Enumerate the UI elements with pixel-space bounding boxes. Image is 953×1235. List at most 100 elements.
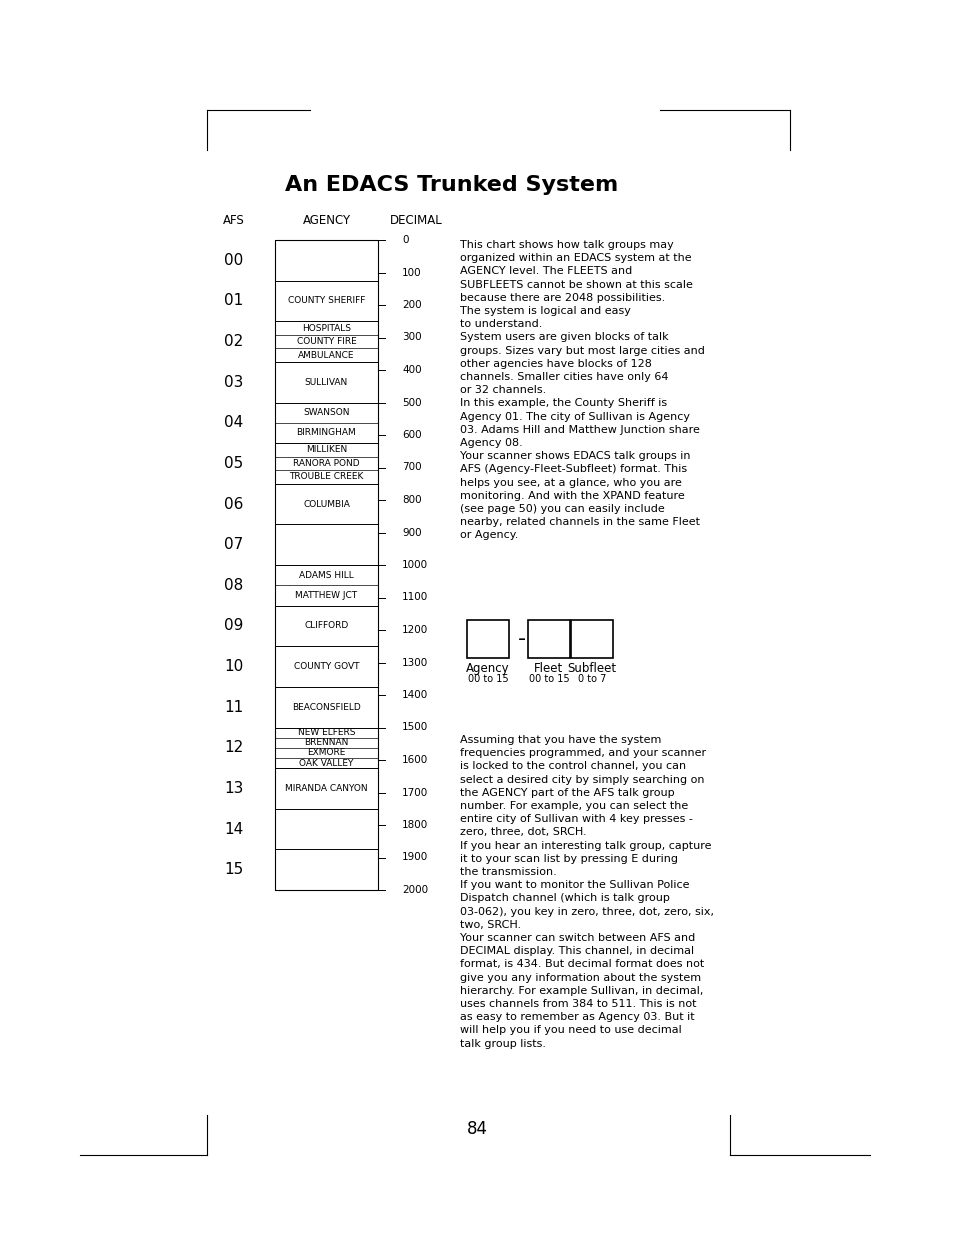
Text: CLIFFORD: CLIFFORD bbox=[304, 621, 348, 630]
Text: 1700: 1700 bbox=[401, 788, 428, 798]
Text: System users are given blocks of talk: System users are given blocks of talk bbox=[459, 332, 668, 342]
Text: COUNTY GOVT: COUNTY GOVT bbox=[294, 662, 359, 671]
Text: 03-062), you key in zero, three, dot, zero, six,: 03-062), you key in zero, three, dot, ze… bbox=[459, 906, 713, 916]
Text: entire city of Sullivan with 4 key presses -: entire city of Sullivan with 4 key press… bbox=[459, 814, 692, 824]
Text: 00: 00 bbox=[224, 253, 243, 268]
Text: 600: 600 bbox=[401, 430, 421, 440]
Text: 03: 03 bbox=[471, 626, 504, 652]
Text: 1900: 1900 bbox=[401, 852, 428, 862]
Bar bbox=[467, 620, 509, 658]
Text: HOSPITALS: HOSPITALS bbox=[302, 324, 351, 332]
Text: zero, three, dot, SRCH.: zero, three, dot, SRCH. bbox=[459, 827, 586, 837]
Text: In this example, the County Sheriff is: In this example, the County Sheriff is bbox=[459, 399, 666, 409]
Text: the transmission.: the transmission. bbox=[459, 867, 557, 877]
Text: MILLIKEN: MILLIKEN bbox=[306, 446, 347, 454]
Text: This chart shows how talk groups may: This chart shows how talk groups may bbox=[459, 240, 673, 249]
Text: Your scanner shows EDACS talk groups in: Your scanner shows EDACS talk groups in bbox=[459, 451, 690, 461]
Text: 06: 06 bbox=[224, 496, 243, 511]
Text: 05: 05 bbox=[224, 456, 243, 471]
Text: select a desired city by simply searching on: select a desired city by simply searchin… bbox=[459, 774, 703, 784]
Text: groups. Sizes vary but most large cities and: groups. Sizes vary but most large cities… bbox=[459, 346, 704, 356]
Text: because there are 2048 possibilities.: because there are 2048 possibilities. bbox=[459, 293, 664, 303]
Text: Assuming that you have the system: Assuming that you have the system bbox=[459, 735, 660, 745]
Text: 2000: 2000 bbox=[401, 885, 428, 895]
Text: 500: 500 bbox=[401, 398, 421, 408]
Text: DECIMAL display. This channel, in decimal: DECIMAL display. This channel, in decima… bbox=[459, 946, 694, 956]
Text: Fleet: Fleet bbox=[534, 662, 563, 676]
Text: 700: 700 bbox=[401, 462, 421, 473]
Text: 00 to 15: 00 to 15 bbox=[467, 674, 508, 684]
Text: helps you see, at a glance, who you are: helps you see, at a glance, who you are bbox=[459, 478, 681, 488]
Text: give you any information about the system: give you any information about the syste… bbox=[459, 973, 700, 983]
Text: talk group lists.: talk group lists. bbox=[459, 1039, 545, 1049]
Text: Agency: Agency bbox=[466, 662, 509, 676]
Text: If you hear an interesting talk group, capture: If you hear an interesting talk group, c… bbox=[459, 841, 711, 851]
Text: SWANSON: SWANSON bbox=[303, 408, 350, 417]
Text: If you want to monitor the Sullivan Police: If you want to monitor the Sullivan Poli… bbox=[459, 881, 689, 890]
Text: 300: 300 bbox=[401, 332, 421, 342]
Text: 1000: 1000 bbox=[401, 559, 428, 571]
Text: BEACONSFIELD: BEACONSFIELD bbox=[292, 703, 360, 711]
Text: as easy to remember as Agency 03. But it: as easy to remember as Agency 03. But it bbox=[459, 1013, 694, 1023]
Text: MATTHEW JCT: MATTHEW JCT bbox=[295, 592, 357, 600]
Text: it to your scan list by pressing E during: it to your scan list by pressing E durin… bbox=[459, 853, 678, 863]
Bar bbox=[571, 620, 613, 658]
Text: COUNTY SHERIFF: COUNTY SHERIFF bbox=[288, 296, 365, 305]
Text: SUBFLEETS cannot be shown at this scale: SUBFLEETS cannot be shown at this scale bbox=[459, 279, 692, 289]
Text: NEW ELFERS: NEW ELFERS bbox=[297, 729, 355, 737]
Text: Your scanner can switch between AFS and: Your scanner can switch between AFS and bbox=[459, 932, 695, 944]
Text: EXMORE: EXMORE bbox=[307, 748, 345, 757]
Text: 1400: 1400 bbox=[401, 690, 428, 700]
Text: 84: 84 bbox=[466, 1120, 487, 1137]
Text: 1300: 1300 bbox=[401, 657, 428, 667]
Text: -: - bbox=[517, 629, 525, 650]
Text: 03. Adams Hill and Matthew Junction share: 03. Adams Hill and Matthew Junction shar… bbox=[459, 425, 700, 435]
Text: Subfleet: Subfleet bbox=[567, 662, 616, 676]
Text: AMBULANCE: AMBULANCE bbox=[298, 351, 355, 359]
Text: BRENNAN: BRENNAN bbox=[304, 739, 349, 747]
Text: 09: 09 bbox=[224, 619, 243, 634]
Text: or 32 channels.: or 32 channels. bbox=[459, 385, 546, 395]
Text: 400: 400 bbox=[401, 366, 421, 375]
Text: AGENCY level. The FLEETS and: AGENCY level. The FLEETS and bbox=[459, 267, 632, 277]
Text: 1800: 1800 bbox=[401, 820, 428, 830]
Text: Agency 08.: Agency 08. bbox=[459, 438, 522, 448]
Text: BIRMINGHAM: BIRMINGHAM bbox=[296, 429, 356, 437]
Text: 1100: 1100 bbox=[401, 593, 428, 603]
Bar bbox=[274, 240, 377, 890]
Text: 06: 06 bbox=[532, 626, 565, 652]
Text: 07: 07 bbox=[224, 537, 243, 552]
Text: OAK VALLEY: OAK VALLEY bbox=[299, 758, 354, 767]
Text: or Agency.: or Agency. bbox=[459, 530, 517, 541]
Text: 14: 14 bbox=[224, 821, 243, 836]
Text: other agencies have blocks of 128: other agencies have blocks of 128 bbox=[459, 359, 651, 369]
Text: 900: 900 bbox=[401, 527, 421, 537]
Text: organized within an EDACS system at the: organized within an EDACS system at the bbox=[459, 253, 691, 263]
Text: AFS: AFS bbox=[223, 214, 245, 227]
Text: AGENCY: AGENCY bbox=[302, 214, 350, 227]
Text: Agency 01. The city of Sullivan is Agency: Agency 01. The city of Sullivan is Agenc… bbox=[459, 411, 689, 421]
Text: AFS (Agency-Fleet-Subfleet) format. This: AFS (Agency-Fleet-Subfleet) format. This bbox=[459, 464, 686, 474]
Text: the AGENCY part of the AFS talk group: the AGENCY part of the AFS talk group bbox=[459, 788, 674, 798]
Text: 12: 12 bbox=[224, 740, 243, 756]
Text: 00 to 15: 00 to 15 bbox=[528, 674, 569, 684]
Text: (see page 50) you can easily include: (see page 50) you can easily include bbox=[459, 504, 664, 514]
Text: format, is 434. But decimal format does not: format, is 434. But decimal format does … bbox=[459, 960, 703, 969]
Text: will help you if you need to use decimal: will help you if you need to use decimal bbox=[459, 1025, 681, 1035]
Text: 0: 0 bbox=[401, 235, 408, 245]
Text: uses channels from 384 to 511. This is not: uses channels from 384 to 511. This is n… bbox=[459, 999, 696, 1009]
Text: is locked to the control channel, you can: is locked to the control channel, you ca… bbox=[459, 762, 685, 772]
Text: 0 to 7: 0 to 7 bbox=[578, 674, 605, 684]
Text: An EDACS Trunked System: An EDACS Trunked System bbox=[285, 175, 618, 195]
Text: COLUMBIA: COLUMBIA bbox=[303, 500, 350, 509]
Text: 1500: 1500 bbox=[401, 722, 428, 732]
Bar bbox=[527, 620, 569, 658]
Text: TROUBLE CREEK: TROUBLE CREEK bbox=[289, 473, 363, 482]
Text: 02: 02 bbox=[224, 333, 243, 350]
Text: channels. Smaller cities have only 64: channels. Smaller cities have only 64 bbox=[459, 372, 668, 382]
Text: hierarchy. For example Sullivan, in decimal,: hierarchy. For example Sullivan, in deci… bbox=[459, 986, 702, 995]
Text: number. For example, you can select the: number. For example, you can select the bbox=[459, 802, 687, 811]
Text: 15: 15 bbox=[224, 862, 243, 877]
Text: 200: 200 bbox=[401, 300, 421, 310]
Text: RANORA POND: RANORA POND bbox=[293, 459, 359, 468]
